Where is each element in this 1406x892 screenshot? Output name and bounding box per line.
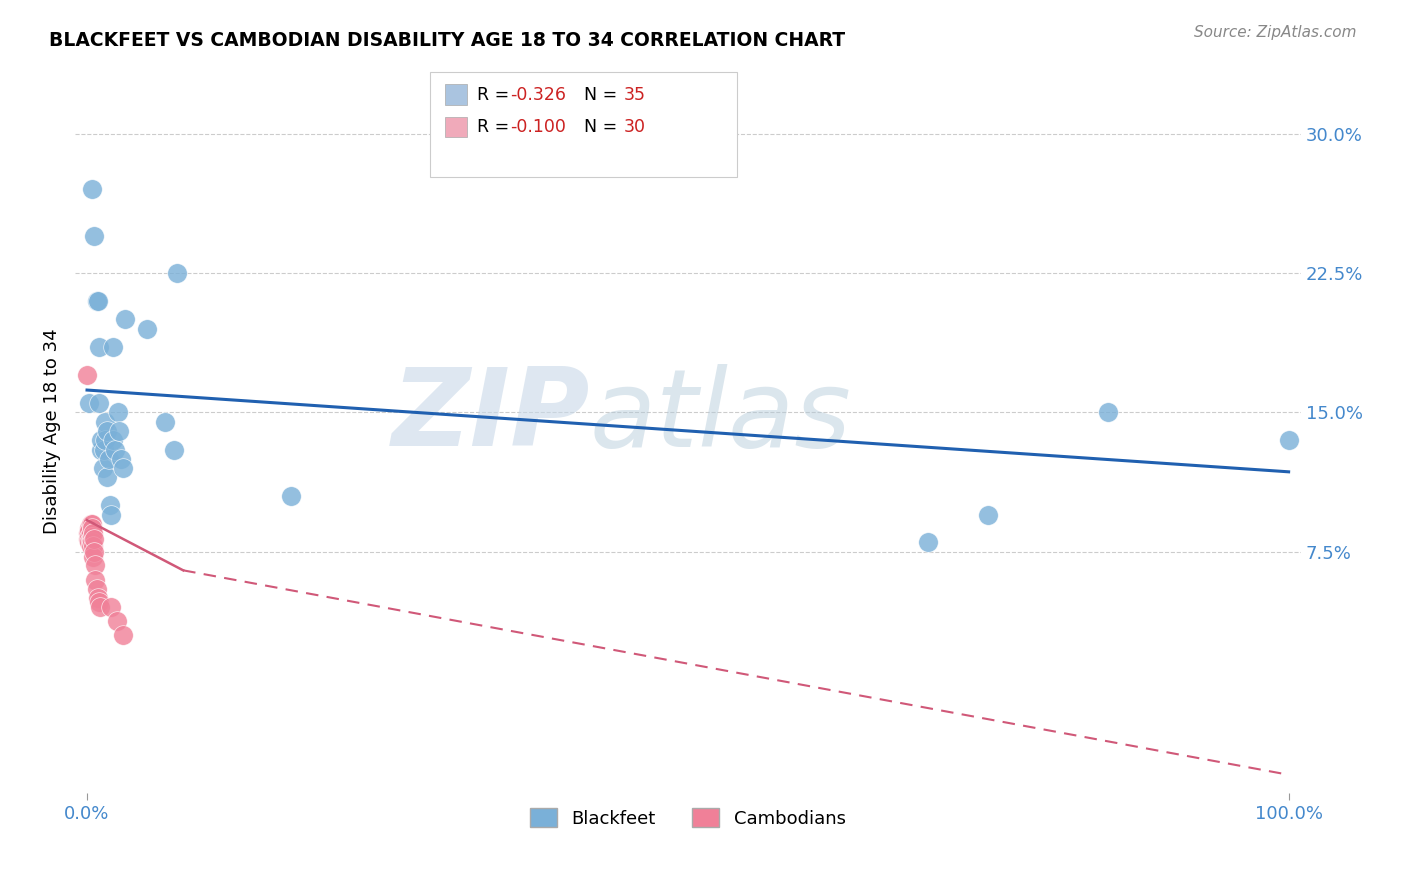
Point (280, 489, 302, 503)
Text: -0.100: -0.100 (510, 119, 567, 136)
Text: N =: N = (583, 86, 623, 103)
Point (91, 461, 114, 475)
Point (83, 228, 105, 243)
Point (103, 340, 125, 354)
Text: N =: N = (583, 119, 623, 136)
Point (98, 498, 121, 512)
Point (94, 434, 117, 448)
Point (79, 532, 101, 546)
Point (79, 526, 101, 541)
Point (90, 442, 112, 457)
Point (87, 595, 110, 609)
Point (80, 182, 103, 196)
Point (136, 322, 159, 336)
Point (86, 582, 108, 596)
Point (79, 530, 101, 544)
Y-axis label: Disability Age 18 to 34: Disability Age 18 to 34 (44, 328, 60, 533)
Text: -0.326: -0.326 (510, 86, 567, 103)
Point (79, 520, 101, 534)
Point (79, 535, 101, 549)
Point (87, 340, 110, 354)
Text: BLACKFEET VS CAMBODIAN DISABILITY AGE 18 TO 34 CORRELATION CHART: BLACKFEET VS CAMBODIAN DISABILITY AGE 18… (49, 31, 845, 50)
Point (79, 539, 101, 553)
Point (96, 470, 118, 484)
Point (80, 535, 103, 549)
FancyBboxPatch shape (430, 72, 737, 178)
Point (94, 415, 117, 429)
Text: R =: R = (477, 119, 515, 136)
Point (110, 451, 132, 466)
Point (100, 600, 122, 615)
Point (79, 516, 101, 531)
Point (93, 442, 115, 457)
Point (77, 526, 100, 541)
Point (77, 532, 100, 546)
Point (97, 451, 120, 466)
Point (104, 442, 127, 457)
Text: ZIP: ZIP (391, 363, 589, 469)
Text: atlas: atlas (589, 364, 852, 469)
Bar (446, 117, 467, 137)
Point (83, 532, 105, 546)
Point (90, 434, 112, 448)
Point (112, 628, 135, 642)
Point (977, 508, 1000, 522)
Point (87, 396, 110, 410)
Point (166, 266, 188, 280)
Point (79, 535, 101, 549)
Point (86, 293, 108, 308)
Point (84, 573, 107, 587)
Point (108, 424, 131, 438)
Point (1278, 434, 1301, 448)
Point (82, 550, 104, 565)
Text: Source: ZipAtlas.com: Source: ZipAtlas.com (1194, 25, 1357, 40)
Point (79, 396, 101, 410)
Point (153, 415, 176, 429)
Point (107, 405, 129, 419)
Point (80, 530, 103, 544)
Point (79, 524, 101, 539)
Point (114, 312, 136, 326)
Point (76, 368, 98, 383)
Point (917, 535, 939, 549)
Bar (446, 85, 467, 104)
Point (1097, 405, 1119, 419)
Point (80, 520, 103, 534)
Text: 30: 30 (624, 119, 647, 136)
Text: R =: R = (477, 86, 515, 103)
Point (82, 526, 104, 541)
Point (84, 558, 107, 572)
Point (112, 461, 135, 475)
Point (162, 442, 184, 457)
Point (100, 508, 122, 522)
Point (89, 600, 111, 615)
Point (87, 591, 110, 606)
Point (80, 516, 103, 531)
Point (87, 293, 110, 308)
Point (82, 539, 104, 553)
Legend: Blackfeet, Cambodians: Blackfeet, Cambodians (523, 801, 853, 835)
Point (83, 545, 105, 559)
Point (96, 424, 118, 438)
Point (103, 434, 125, 448)
Text: 35: 35 (624, 86, 647, 103)
Point (105, 614, 128, 628)
